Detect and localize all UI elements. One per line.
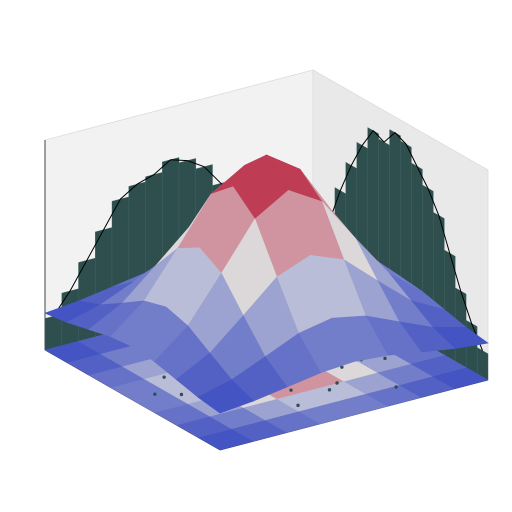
surface-patch — [197, 379, 255, 414]
scatter-point — [179, 392, 184, 397]
scatter-point — [340, 365, 344, 369]
histogram-bar — [44, 313, 62, 351]
scatter-point — [327, 388, 332, 392]
scatter-point — [296, 403, 300, 408]
scatter-point — [289, 388, 293, 392]
density-line — [318, 129, 483, 351]
scatter-point — [335, 381, 339, 385]
scatter-point — [394, 385, 398, 389]
scatter-point — [383, 356, 387, 361]
scatter-point — [162, 375, 166, 379]
scatter-point — [153, 392, 157, 396]
